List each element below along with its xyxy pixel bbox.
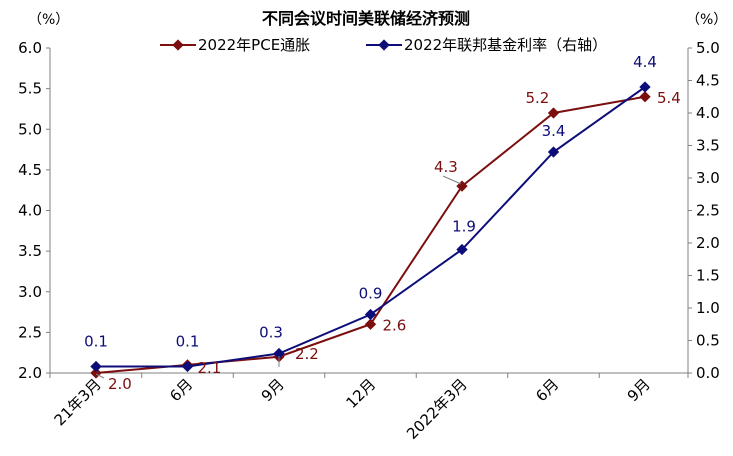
x-tick-label: 6月 <box>166 375 196 405</box>
right-tick-label: 0.0 <box>696 364 720 382</box>
series-layer <box>90 81 651 379</box>
data-labels: 2.0 2.1 2.2 2.6 4.3 5.2 5.4 0.1 0.1 0.3 0.9 1.9 3.4 4… <box>84 53 681 393</box>
data-label-0: 2.0 <box>108 375 132 393</box>
left-tick-label: 3.0 <box>18 283 42 301</box>
data-label-0: 2.6 <box>383 316 407 334</box>
left-tick-label: 2.0 <box>18 364 42 382</box>
right-tick-label: 5.0 <box>696 39 720 57</box>
legend-marker-rate <box>378 39 390 51</box>
series-1-point <box>456 243 468 256</box>
x-tick-label: 2022年3月 <box>403 375 471 443</box>
data-label-1: 0.9 <box>359 285 383 303</box>
right-tick-label: 2.0 <box>696 234 720 252</box>
series-0-point <box>364 318 377 330</box>
data-label-0: 4.3 <box>434 158 458 176</box>
right-tick-label: 3.0 <box>696 169 720 187</box>
right-tick-label: 1.5 <box>696 267 720 285</box>
x-tick-label: 6月 <box>532 375 562 405</box>
series-1-point <box>547 146 560 158</box>
data-label-0: 2.2 <box>295 345 319 363</box>
data-label-1: 0.1 <box>176 333 200 351</box>
left-tick-label: 5.0 <box>18 120 42 138</box>
label-leader-line <box>95 373 105 379</box>
left-tick-label: 4.5 <box>18 161 42 179</box>
right-tick-label: 4.0 <box>696 104 720 122</box>
x-tick-label: 21年3月 <box>51 375 105 429</box>
series-1-point <box>90 360 102 373</box>
left-tick-label: 6.0 <box>18 39 42 57</box>
axes: 2.0 2.5 3.0 3.5 4.0 4.5 5.0 5.5 6.0 0.0 0.5 1.0 1.5 2… <box>18 39 720 382</box>
left-tick-label: 2.5 <box>18 323 42 341</box>
left-axis-unit: （%） <box>28 12 69 28</box>
legend-label-pce: 2022年PCE通胀 <box>198 36 310 54</box>
legend-label-rate: 2022年联邦基金利率（右轴） <box>404 36 607 54</box>
data-label-1: 0.3 <box>259 324 283 342</box>
label-leader-line <box>442 175 462 185</box>
right-tick-label: 2.5 <box>696 202 720 220</box>
data-label-1: 1.9 <box>452 218 476 236</box>
legend: 2022年PCE通胀 2022年联邦基金利率（右轴） <box>160 36 607 54</box>
data-label-0: 5.4 <box>657 89 681 107</box>
data-label-1: 3.4 <box>542 122 566 140</box>
series-0-point <box>639 91 651 103</box>
left-tick-label: 3.5 <box>18 242 42 260</box>
series-1-point <box>273 347 285 360</box>
chart-title: 不同会议时间美联储经济预测 <box>262 9 470 28</box>
right-tick-label: 4.5 <box>696 72 720 90</box>
data-label-1: 0.1 <box>84 333 108 351</box>
left-tick-label: 4.0 <box>18 202 42 220</box>
data-label-1: 4.4 <box>633 53 657 71</box>
data-label-0: 5.2 <box>526 89 550 107</box>
data-label-0: 2.1 <box>198 359 222 377</box>
left-tick-label: 5.5 <box>18 80 42 98</box>
series-1-point <box>364 308 377 321</box>
legend-marker-pce <box>172 39 184 51</box>
x-tick-label: 9月 <box>624 375 654 405</box>
x-tick-label: 9月 <box>258 375 288 405</box>
series-1-point <box>181 360 194 373</box>
x-tick-labels: 21年3月 6月 9月 12月 2022年3月 6月 9月 <box>51 375 654 443</box>
right-tick-label: 3.5 <box>696 137 720 155</box>
right-axis-unit: （%） <box>686 12 727 28</box>
right-tick-label: 0.5 <box>696 332 720 350</box>
x-tick-label: 12月 <box>342 375 379 412</box>
right-tick-label: 1.0 <box>696 299 720 317</box>
